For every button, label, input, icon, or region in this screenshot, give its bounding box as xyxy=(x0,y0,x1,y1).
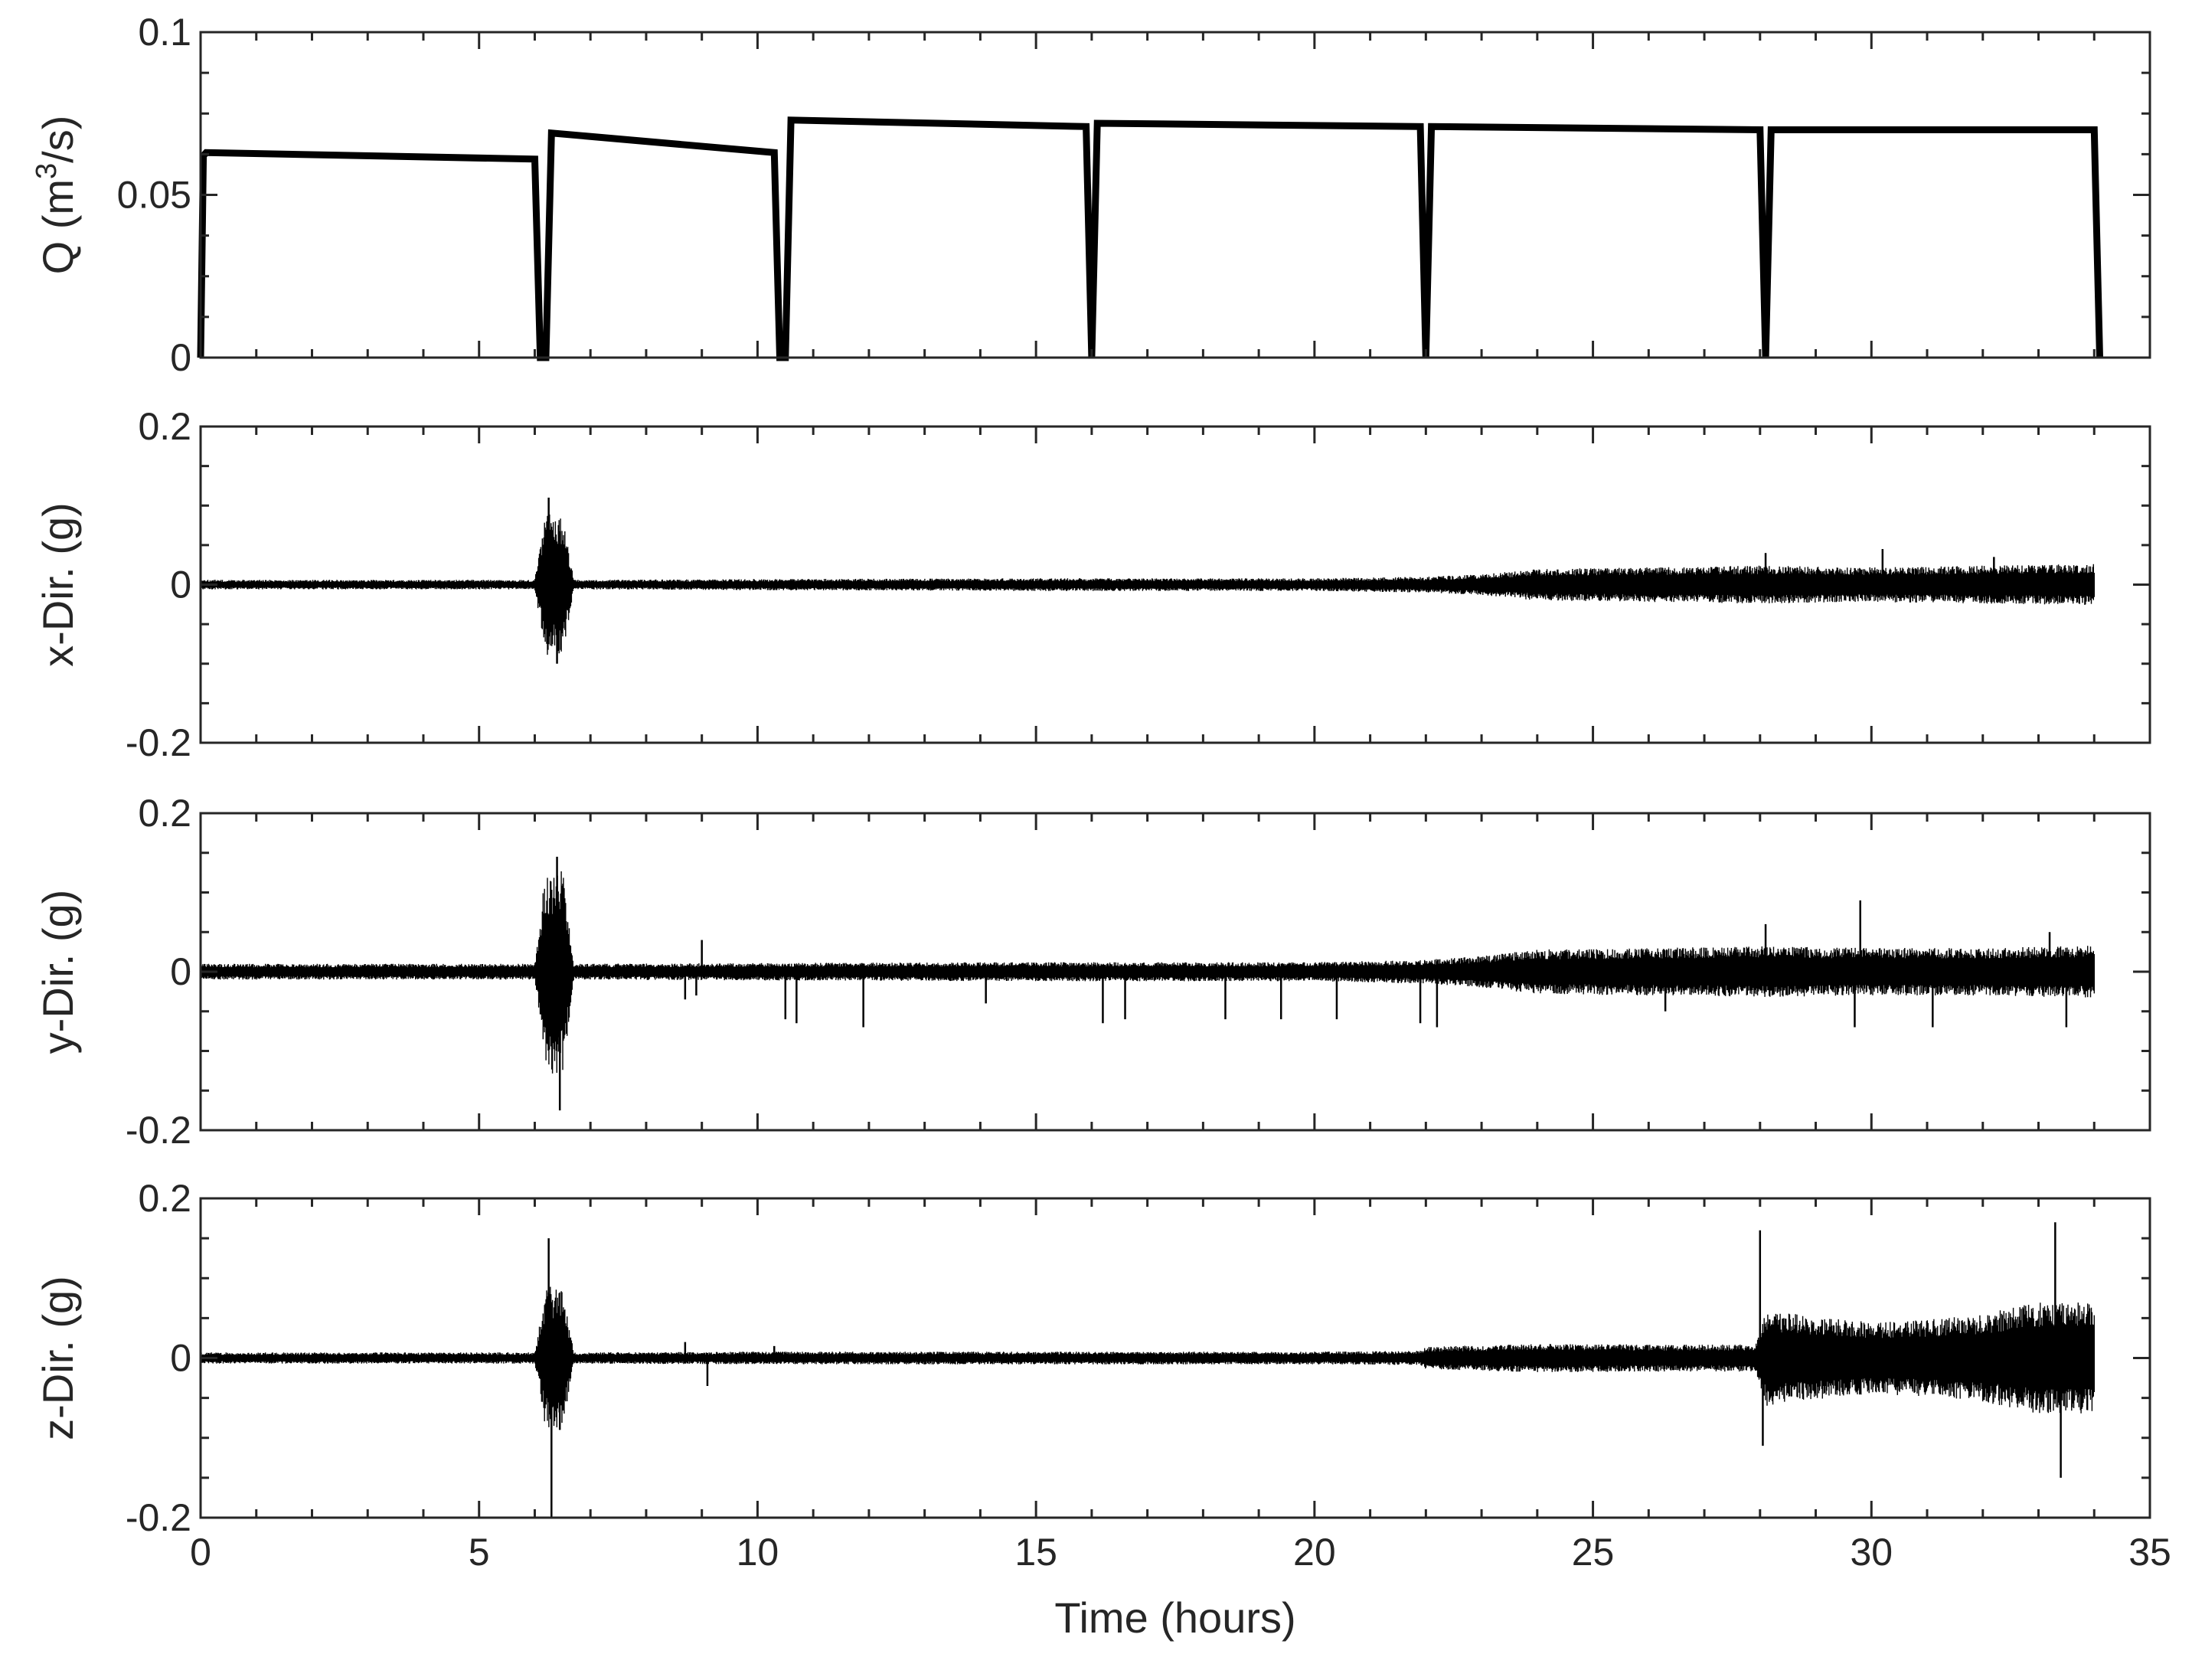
x-tick-label: 35 xyxy=(2128,1531,2171,1574)
panel-2: -0.2 0 0.2 x-Dir. (g) xyxy=(34,405,2151,764)
y-axis-label-main: Q (m xyxy=(34,179,82,274)
y-axis-label-superscript: 3 xyxy=(31,163,63,179)
signal-trace xyxy=(200,1286,2095,1427)
y-axis-label: Q (m3/s) xyxy=(31,116,82,275)
y-tick-label: 0 xyxy=(170,564,191,606)
y-tick-label: 0 xyxy=(170,1337,191,1380)
x-tick-label: 20 xyxy=(1293,1531,1336,1574)
y-tick-label: -0.2 xyxy=(126,721,191,764)
y-tick-label: 0 xyxy=(170,950,191,993)
y-axis-label: z-Dir. (g) xyxy=(34,1276,82,1440)
y-tick-label: -0.2 xyxy=(126,1496,191,1539)
signal-trace xyxy=(200,871,2095,1074)
x-tick-label: 10 xyxy=(737,1531,779,1574)
y-axis-label: y-Dir. (g) xyxy=(34,890,82,1054)
y-axis-label-tail: /s) xyxy=(34,116,82,163)
y-tick-label: 0.05 xyxy=(117,174,191,217)
series-line xyxy=(197,116,2103,361)
y-tick-label: -0.2 xyxy=(126,1109,191,1152)
x-tick-label: 30 xyxy=(1850,1531,1893,1574)
x-tick-label: 0 xyxy=(190,1531,211,1574)
panel-3: -0.2 0 0.2 y-Dir. (g) xyxy=(34,792,2151,1152)
x-tick-label: 25 xyxy=(1572,1531,1615,1574)
y-tick-label: 0.2 xyxy=(138,792,191,835)
x-axis-label: Time (hours) xyxy=(1054,1593,1295,1642)
y-tick-label: 0.2 xyxy=(138,405,191,448)
y-tick-label: 0.1 xyxy=(138,11,191,54)
axes-frame xyxy=(199,31,2151,359)
y-tick-label: 0.2 xyxy=(138,1177,191,1220)
y-axis-label: x-Dir. (g) xyxy=(34,502,82,667)
x-tick-label: 15 xyxy=(1014,1531,1057,1574)
panel-1: 0 0.05 0.1 Q (m3/s) xyxy=(31,11,2151,379)
signal-trace xyxy=(200,514,2095,656)
x-tick-label: 5 xyxy=(469,1531,490,1574)
y-tick-label: 0 xyxy=(170,336,191,379)
